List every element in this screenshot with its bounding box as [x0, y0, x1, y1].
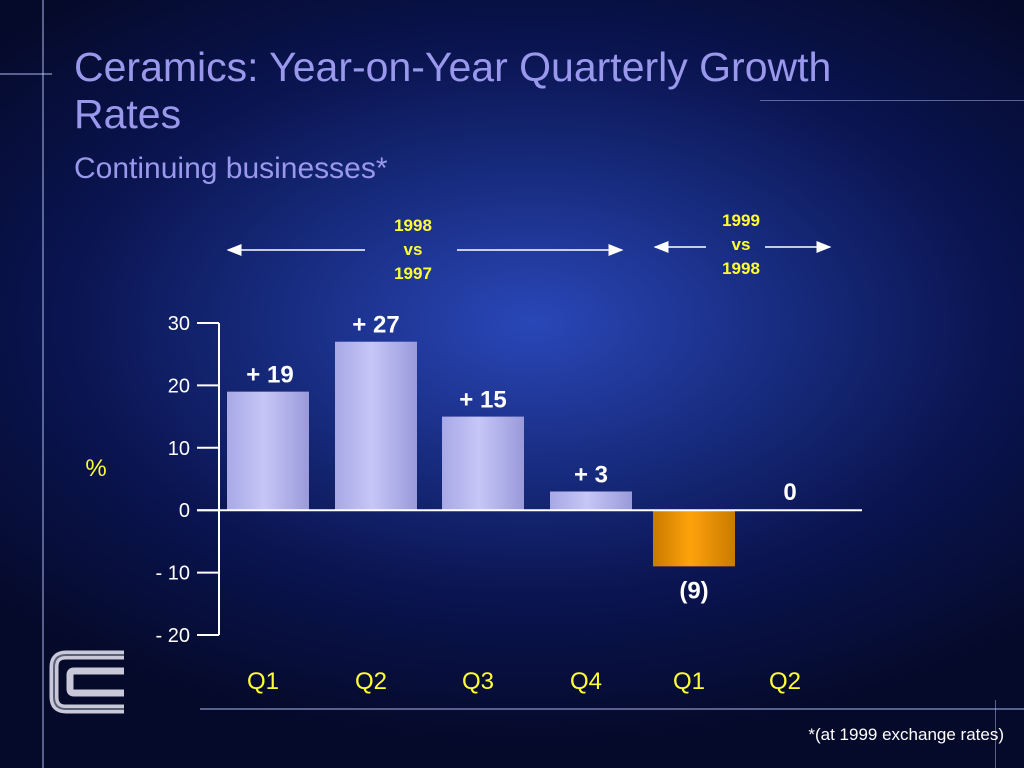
decorative-line-bottom [200, 708, 1024, 710]
slide-title: Ceramics: Year-on-Year Quarterly Growth … [74, 44, 832, 137]
company-logo-icon [49, 650, 124, 714]
period-label-line: 1999 [722, 211, 760, 230]
footnote: *(at 1999 exchange rates) [808, 725, 1004, 744]
bar-data-label: + 15 [459, 387, 506, 414]
x-category-label: Q4 [570, 668, 602, 695]
y-tick-label: 10 [168, 438, 190, 460]
decorative-line-right-vertical [995, 700, 996, 768]
period-label-line: 1998 [722, 259, 760, 278]
period-label-1999-vs-1998: 1999 vs 1998 [701, 209, 781, 281]
period-label-line: 1997 [394, 264, 432, 283]
x-category-label: Q2 [355, 668, 387, 695]
bar-data-label: + 3 [574, 461, 608, 488]
bar [227, 391, 309, 511]
decorative-line-left-horizontal [0, 73, 52, 75]
period-label-line: vs [403, 240, 423, 259]
y-tick-label: - 20 [156, 625, 190, 647]
x-category-label: Q1 [247, 668, 279, 695]
period-label-line: 1998 [394, 216, 432, 235]
bar-data-label: + 19 [246, 362, 293, 389]
y-tick-label: - 10 [156, 563, 190, 585]
slide-subtitle: Continuing businesses* [74, 152, 388, 185]
x-category-label: Q1 [673, 668, 705, 695]
period-label-line: vs [731, 235, 751, 254]
bar-data-label: 0 [783, 479, 796, 506]
x-category-label: Q2 [769, 668, 801, 695]
x-category-label: Q3 [462, 668, 494, 695]
period-label-1998-vs-1997: 1998 vs 1997 [373, 214, 453, 286]
bar-data-label: + 27 [352, 312, 399, 339]
y-tick-label: 20 [168, 375, 190, 397]
y-tick-label: 30 [168, 313, 190, 335]
decorative-line-left-vertical [42, 0, 44, 768]
bar [653, 510, 735, 567]
y-tick-label: 0 [179, 500, 190, 522]
decorative-line-top-right [760, 100, 1024, 101]
bar [550, 491, 632, 511]
y-axis-label: % [85, 455, 106, 482]
bar [335, 341, 417, 511]
bar [442, 416, 524, 511]
bar-data-label: (9) [679, 577, 708, 604]
